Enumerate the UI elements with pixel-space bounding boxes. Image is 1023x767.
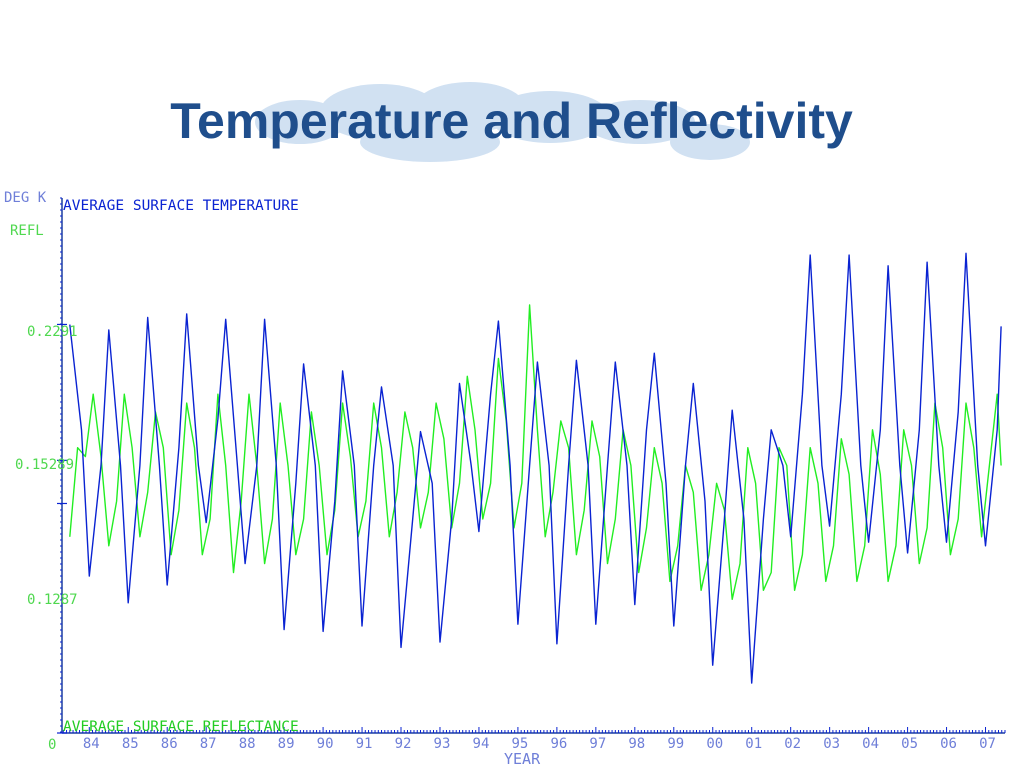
- x-tick-label: 85: [122, 736, 139, 752]
- legend-reflectance: AVERAGE SURFACE REFLECTANCE: [63, 719, 299, 735]
- x-tick-label: 86: [161, 736, 178, 752]
- plot-frame: [61, 198, 1005, 734]
- series-line-reflectance: [69, 304, 1002, 600]
- x-tick-label: 99: [667, 736, 684, 752]
- y-tick-label-1: 0.1287: [27, 592, 78, 608]
- x-tick-label: 03: [823, 736, 840, 752]
- x-axis-label: YEAR: [504, 750, 541, 767]
- x-tick-label: 02: [784, 736, 801, 752]
- x-tick-label: 95: [511, 736, 528, 752]
- x-tick-label: 90: [317, 736, 334, 752]
- x-tick-label: 04: [862, 736, 879, 752]
- x-tick-label: 91: [356, 736, 373, 752]
- x-tick-label: 00: [706, 736, 723, 752]
- x-axis-ticks: 84 85 86 87 88 89 90 91 92 93 94 95 96 97 98 99 00 01 02 03…: [62, 727, 1006, 752]
- x-tick-label: 88: [239, 736, 256, 752]
- y-tick-label-0: 0: [48, 737, 56, 753]
- chart: 84 85 86 87 88 89 90 91 92 93 94 95 96 97 98 99 00 01 02 03…: [4, 190, 1006, 767]
- x-tick-label: 07: [979, 736, 996, 752]
- x-tick-label: 94: [473, 736, 490, 752]
- x-tick-label: 92: [395, 736, 412, 752]
- x-tick-label: 87: [200, 736, 217, 752]
- y-axis-ticks: [57, 197, 67, 734]
- x-tick-label: 06: [940, 736, 957, 752]
- series-layer: [69, 252, 1002, 684]
- y-axis-label-temperature: DEG K: [4, 190, 47, 206]
- x-tick-label: 98: [628, 736, 645, 752]
- x-tick-label: 01: [745, 736, 762, 752]
- y-tick-label-2: 0.15289: [15, 457, 74, 473]
- x-tick-label: 93: [434, 736, 451, 752]
- x-tick-label: 84: [83, 736, 100, 752]
- x-tick-label: 89: [278, 736, 295, 752]
- slide-title: Temperature and Reflectivity: [170, 93, 853, 149]
- title-cloud-decoration: [255, 82, 750, 162]
- y-axis-label-reflectance: REFL: [10, 223, 44, 239]
- x-tick-label: 96: [550, 736, 567, 752]
- series-line-temperature: [69, 252, 1002, 684]
- y-tick-label-3: 0.2291: [27, 324, 78, 340]
- x-tick-label: 97: [589, 736, 606, 752]
- x-tick-label: 05: [901, 736, 918, 752]
- legend-temperature: AVERAGE SURFACE TEMPERATURE: [63, 198, 299, 214]
